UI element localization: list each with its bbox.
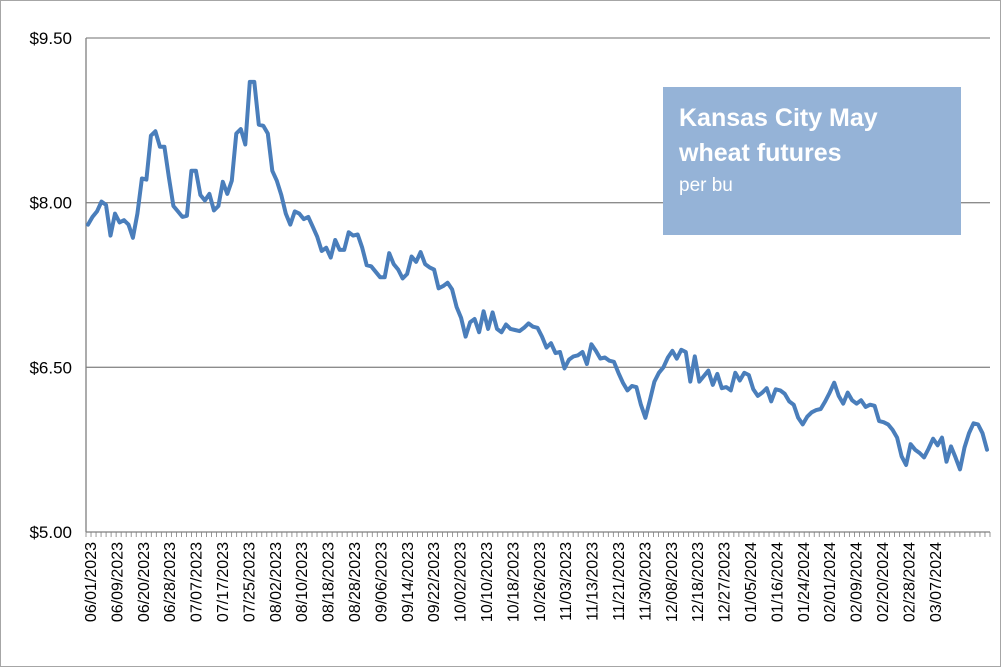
series-layer <box>86 79 989 472</box>
x-tick-label: 06/01/2023 <box>83 542 100 622</box>
x-tick-label: 10/10/2023 <box>479 542 496 622</box>
x-tick-label: 02/28/2024 <box>901 542 918 622</box>
y-tick-label: $9.50 <box>29 29 72 48</box>
x-tick-label: 07/25/2023 <box>241 542 258 622</box>
x-tick-label: 12/27/2023 <box>717 542 734 622</box>
x-tick-label: 06/09/2023 <box>109 542 126 622</box>
x-tick-label: 07/17/2023 <box>215 542 232 622</box>
x-tick-label: 02/20/2024 <box>875 542 892 622</box>
x-tick-label: 01/24/2024 <box>796 542 813 622</box>
legend-box: Kansas City May wheat futures per bu <box>663 87 961 235</box>
x-tick-label: 02/01/2024 <box>822 542 839 622</box>
x-tick-label: 12/18/2023 <box>690 542 707 622</box>
axes <box>85 38 991 537</box>
x-tick-label: 09/14/2023 <box>400 542 417 622</box>
x-tick-label: 10/02/2023 <box>453 542 470 622</box>
x-tick-label: 11/13/2023 <box>585 542 602 621</box>
x-tick-label: 07/07/2023 <box>189 542 206 622</box>
chart-subtitle: per bu <box>679 175 733 196</box>
x-tick-label: 11/30/2023 <box>637 542 654 621</box>
x-axis-tick-labels: 06/01/2023 06/09/2023 06/20/2023 06/28/2023… <box>83 542 945 622</box>
x-tick-label: 10/26/2023 <box>532 542 549 622</box>
x-tick-label: 08/02/2023 <box>268 542 285 622</box>
y-tick-label: $5.00 <box>29 523 72 542</box>
x-tick-label: 01/05/2024 <box>743 542 760 622</box>
y-axis-tick-labels: $5.00 $6.50 $8.00 $9.50 <box>29 29 72 542</box>
x-tick-label: 08/28/2023 <box>347 542 364 622</box>
x-tick-label: 08/10/2023 <box>294 542 311 622</box>
y-tick-label: $6.50 <box>29 358 72 377</box>
x-tick-label: 09/06/2023 <box>373 542 390 622</box>
x-tick-label: 08/18/2023 <box>321 542 338 622</box>
x-tick-label: 11/21/2023 <box>611 542 628 621</box>
x-tick-label: 03/07/2024 <box>928 542 945 622</box>
x-tick-label: 06/28/2023 <box>162 542 179 622</box>
x-tick-label: 02/09/2024 <box>849 542 866 622</box>
x-tick-label: 11/03/2023 <box>558 542 575 621</box>
series-line <box>86 79 989 472</box>
x-tick-label: 12/08/2023 <box>664 542 681 622</box>
x-tick-label: 09/22/2023 <box>426 542 443 622</box>
x-tick-label: 06/20/2023 <box>136 542 153 622</box>
x-tick-label: 10/18/2023 <box>505 542 522 622</box>
y-tick-label: $8.00 <box>29 194 72 213</box>
chart-title: Kansas City May wheat futures <box>679 104 878 167</box>
x-tick-label: 01/16/2024 <box>769 542 786 622</box>
